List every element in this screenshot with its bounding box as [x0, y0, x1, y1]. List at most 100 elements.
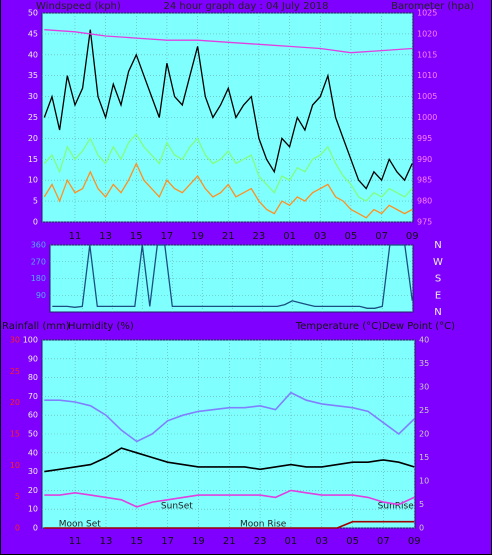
x-tick-label: 21 [223, 536, 236, 547]
y-tick-label: 25 [419, 406, 429, 415]
series-line [44, 391, 415, 443]
y-tick-label: 1020 [417, 29, 437, 38]
series-line [43, 133, 413, 202]
y-tick-label: 40 [28, 448, 38, 457]
baro-label: Barometer (hpa) [391, 1, 474, 12]
y-tick-label: 80 [28, 373, 38, 382]
compass-label: N [434, 307, 441, 318]
y-tick-label: 5 [419, 500, 424, 509]
y-tick-label: 70 [28, 392, 38, 401]
series-line [44, 29, 413, 54]
y-tick-label: 90 [28, 354, 38, 363]
x-tick-label: 03 [315, 536, 328, 547]
x-tick-label: 07 [377, 536, 390, 547]
y-tick-label: 975 [417, 218, 432, 227]
y-tick-label: 35 [419, 359, 429, 368]
x-tick-label: 11 [69, 536, 82, 547]
compass-label: E [435, 290, 441, 301]
x-tick-label: 01 [285, 536, 298, 547]
y-tick-label: 1015 [417, 50, 437, 59]
y-tick-label: 180 [31, 274, 46, 283]
x-tick-label: 19 [191, 231, 204, 242]
temp-label: Temperature (°C) [295, 321, 382, 332]
y-tick-label: 100 [23, 336, 38, 345]
y-tick-label: 25 [10, 367, 20, 376]
y-tick-label: 60 [28, 411, 38, 420]
y-tick-label: 1025 [417, 9, 437, 18]
y-tick-label: 5 [15, 492, 20, 501]
y-tick-label: 270 [31, 257, 46, 266]
y-tick-label: 30 [28, 92, 38, 101]
y-tick-label: 15 [10, 430, 20, 439]
x-tick-label: 09 [406, 231, 419, 242]
series-line [44, 520, 415, 529]
compass-label: W [433, 257, 443, 268]
x-tick-label: 05 [345, 231, 358, 242]
x-tick-label: 05 [346, 536, 359, 547]
y-tick-label: 45 [28, 29, 38, 38]
compass-label: N [434, 240, 441, 251]
y-tick-label: 985 [417, 176, 432, 185]
title: 24 hour graph day : 04 July 2018 [163, 1, 328, 12]
y-tick-label: 20 [419, 430, 429, 439]
series-line [44, 489, 415, 508]
x-tick-label: 03 [314, 231, 327, 242]
y-tick-label: 10 [28, 176, 38, 185]
y-tick-label: 10 [10, 461, 20, 470]
y-tick-label: 0 [33, 524, 38, 533]
y-tick-label: 10 [419, 477, 429, 486]
y-tick-label: 40 [419, 336, 429, 345]
x-tick-label: 13 [100, 536, 113, 547]
y-tick-label: 30 [419, 383, 429, 392]
y-tick-label: 995 [417, 134, 432, 143]
y-tick-label: 980 [417, 197, 432, 206]
y-tick-label: 35 [28, 71, 38, 80]
x-tick-label: 23 [254, 536, 267, 547]
series-line [43, 29, 413, 190]
x-tick-label: 17 [161, 536, 174, 547]
y-tick-label: 20 [28, 134, 38, 143]
x-tick-label: 17 [161, 231, 174, 242]
y-tick-label: 10 [28, 505, 38, 514]
x-tick-label: 23 [253, 231, 266, 242]
y-tick-label: 90 [36, 291, 46, 300]
x-tick-label: 13 [99, 231, 112, 242]
y-tick-label: 5 [33, 197, 38, 206]
annotation: SunRise [378, 502, 415, 512]
y-tick-label: 20 [28, 486, 38, 495]
y-tick-label: 0 [419, 524, 424, 533]
series-line [43, 161, 413, 219]
y-tick-label: 1000 [417, 113, 437, 122]
wind-label: Windspeed (kph) [36, 1, 121, 12]
y-tick-label: 30 [10, 336, 20, 345]
y-tick-label: 30 [28, 467, 38, 476]
x-tick-label: 15 [130, 231, 143, 242]
y-tick-label: 50 [28, 430, 38, 439]
dew-label: Dew Point (°C) [382, 321, 455, 332]
x-tick-label: 11 [69, 231, 82, 242]
y-tick-label: 20 [10, 398, 20, 407]
compass-label: S [435, 274, 441, 285]
x-tick-label: 19 [192, 536, 205, 547]
annotation: Moon Rise [240, 520, 287, 530]
series-line [52, 244, 413, 309]
y-tick-label: 0 [15, 524, 20, 533]
humidity-label: Humidity (%) [68, 321, 134, 332]
y-tick-label: 0 [33, 218, 38, 227]
y-tick-label: 360 [31, 241, 46, 250]
y-tick-label: 50 [28, 9, 38, 18]
y-tick-label: 1005 [417, 92, 437, 101]
y-tick-label: 15 [419, 453, 429, 462]
y-tick-label: 40 [28, 50, 38, 59]
x-tick-label: 09 [408, 536, 421, 547]
x-tick-label: 15 [130, 536, 143, 547]
y-tick-label: 990 [417, 155, 432, 164]
y-tick-label: 15 [28, 155, 38, 164]
rain-label: Rainfall (mm) [2, 321, 70, 332]
annotation: Moon Set [59, 520, 102, 530]
x-tick-label: 21 [222, 231, 235, 242]
x-tick-label: 07 [375, 231, 388, 242]
y-tick-label: 25 [28, 113, 38, 122]
x-tick-label: 01 [283, 231, 296, 242]
